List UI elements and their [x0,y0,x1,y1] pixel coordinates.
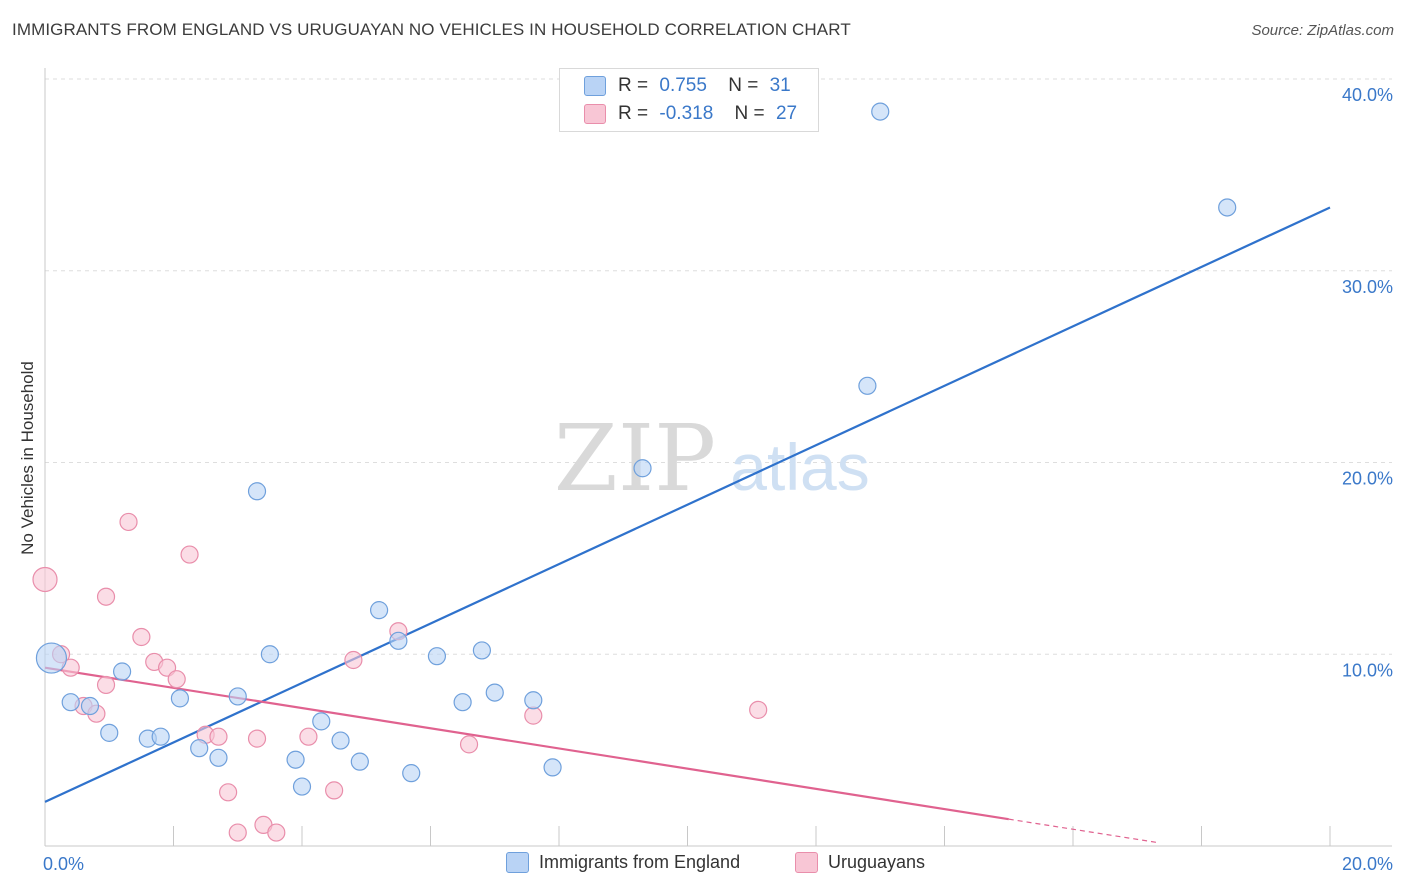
point-england [80,696,100,716]
point-uruguayans [524,706,543,725]
point-uruguayans [267,823,286,842]
y-tick-label: 40.0% [1342,85,1393,105]
point-england [633,459,652,478]
point-england [453,693,472,712]
point-england [151,727,170,746]
point-uruguayans [299,727,318,746]
legend-swatch-england [584,75,606,96]
legend-n-value-england: 31 [769,74,791,96]
legend-n-value-uruguayans: 27 [775,102,798,124]
axes [44,68,1392,847]
point-england [370,601,389,620]
legend-r-label: R = [618,102,649,124]
point-england [286,750,305,769]
point-uruguayans [180,545,199,564]
point-uruguayans [119,512,138,532]
point-england [524,691,543,710]
point-england [228,687,247,706]
legend-row-england: R = 0.755 N = 31 [560,72,818,99]
point-england [61,693,80,712]
watermark-atlas: atlas [730,430,869,504]
trendlines [44,206,1331,843]
point-uruguayans [219,783,238,802]
point-england [402,764,421,783]
correlation-legend: R = 0.755 N = 31 R = -0.318 N = 27 [559,68,819,132]
legend-item-uruguayans: Uruguayans [795,852,925,873]
point-uruguayans [167,670,186,689]
point-england [209,748,228,767]
legend-label-uruguayans: Uruguayans [828,852,926,872]
legend-stats-uruguayans: R = -0.318 N = 27 [618,103,797,125]
legend-swatch-uruguayans [795,852,818,873]
legend-r-value-england: 0.755 [659,74,707,96]
watermark: ZIP atlas [554,405,870,512]
trendline-uruguayans [44,666,1009,821]
y-tick-label: 10.0% [1342,660,1393,680]
point-england [35,642,68,674]
legend-label-england: Immigrants from England [539,852,741,872]
x-tick-label: 0.0% [43,854,84,874]
point-uruguayans [32,566,58,593]
point-uruguayans [228,823,247,842]
legend-n-label: N = [734,102,765,124]
point-england [247,482,267,501]
legend-r-label: R = [618,74,649,96]
point-uruguayans [209,727,228,746]
point-uruguayans [132,627,151,647]
legend-swatch-uruguayans [584,103,606,124]
legend-item-england: Immigrants from England [506,852,740,873]
point-england [858,376,877,395]
point-england [100,723,119,742]
point-uruguayans [96,587,116,606]
data-points [32,102,1237,842]
point-england [170,689,190,708]
gridlines [45,78,1392,655]
point-england [312,712,331,731]
point-uruguayans [325,781,344,800]
y-tick-label: 20.0% [1342,469,1393,489]
point-england [190,739,209,758]
y-tick-label: 30.0% [1342,277,1393,297]
trendline-uruguayans-extension [1008,818,1157,843]
tick-labels: 10.0% 20.0% 30.0% 40.0% 0.0% 20.0% [43,85,1393,874]
point-uruguayans [247,729,267,748]
point-england [350,752,369,771]
point-england [472,641,491,660]
source-label: Source: ZipAtlas.com [1251,22,1394,39]
watermark-zip: ZIP [554,405,716,512]
point-england [485,683,504,702]
point-uruguayans [96,675,116,695]
point-england [112,662,132,681]
point-england [1218,198,1237,217]
x-tick-label: 20.0% [1342,854,1393,874]
point-uruguayans [459,735,479,754]
chart-title: IMMIGRANTS FROM ENGLAND VS URUGUAYAN NO … [12,20,851,39]
point-england [331,731,350,750]
legend-swatch-england [506,852,529,873]
legend-stats-england: R = 0.755 N = 31 [618,75,791,97]
point-uruguayans [749,700,768,719]
point-england [389,631,408,650]
point-england [871,102,890,121]
point-england [292,777,312,796]
series-legend: Immigrants from England Uruguayans [0,852,1406,878]
point-england [543,758,562,777]
point-uruguayans [344,650,363,670]
trendline-england [44,206,1331,803]
point-england [427,647,447,666]
legend-n-label: N = [728,74,759,96]
point-england [260,645,279,664]
legend-r-value-uruguayans: -0.318 [659,102,714,124]
legend-row-uruguayans: R = -0.318 N = 27 [560,100,818,127]
